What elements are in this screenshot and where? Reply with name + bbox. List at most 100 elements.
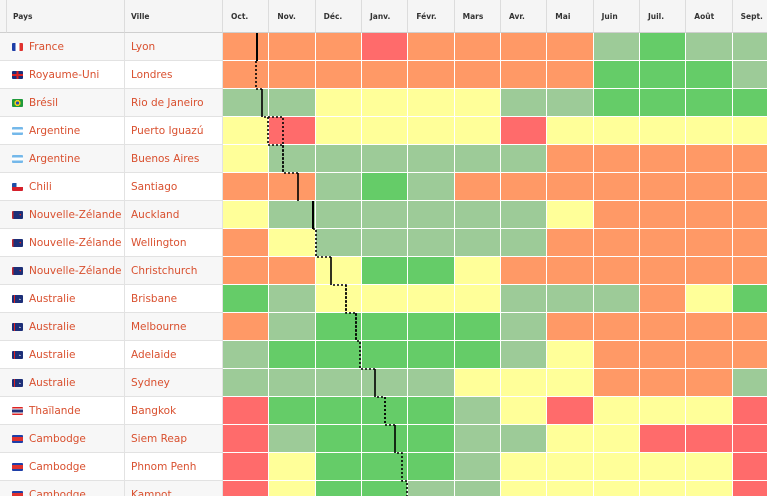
month-cell	[500, 145, 548, 173]
city-cell[interactable]: Lyon	[125, 33, 223, 61]
header-month-0[interactable]: Oct.	[223, 0, 270, 33]
country-cell[interactable]: Australie	[7, 313, 125, 341]
city-cell[interactable]: Wellington	[125, 229, 223, 257]
month-cell	[593, 425, 640, 453]
city-cell[interactable]: Londres	[125, 61, 223, 89]
month-cell	[547, 369, 594, 397]
country-name: Australie	[29, 348, 76, 361]
flag-kh-icon	[12, 434, 23, 443]
city-cell[interactable]: Christchurch	[125, 257, 223, 285]
month-cell	[732, 89, 767, 117]
city-cell[interactable]: Auckland	[125, 201, 223, 229]
country-name: Brésil	[29, 96, 59, 109]
month-cell	[686, 145, 733, 173]
country-cell[interactable]: Cambodge	[7, 453, 125, 481]
country-cell[interactable]: Chili	[7, 173, 125, 201]
month-cell	[686, 369, 733, 397]
country-cell[interactable]: Nouvelle-Zélande	[7, 201, 125, 229]
country-cell[interactable]: Australie	[7, 341, 125, 369]
month-cell	[361, 481, 409, 496]
city-cell[interactable]: Santiago	[125, 173, 223, 201]
city-cell[interactable]: Phnom Penh	[125, 453, 223, 481]
month-cell	[547, 341, 594, 369]
month-cell	[639, 61, 687, 89]
month-cell	[315, 173, 362, 201]
header-month-10[interactable]: Août	[686, 0, 733, 33]
month-cell	[269, 397, 316, 425]
month-cell	[408, 425, 455, 453]
month-cell	[408, 481, 455, 496]
country-cell[interactable]: Nouvelle-Zélande	[7, 229, 125, 257]
header-pad	[0, 0, 7, 33]
header-month-4[interactable]: Févr.	[408, 0, 455, 33]
month-cell	[454, 397, 501, 425]
country-cell[interactable]: Royaume-Uni	[7, 61, 125, 89]
header-month-6[interactable]: Avr.	[500, 0, 548, 33]
month-cell	[408, 341, 455, 369]
country-cell[interactable]: Nouvelle-Zélande	[7, 257, 125, 285]
header-month-8[interactable]: Juin	[593, 0, 640, 33]
country-cell[interactable]: Argentine	[7, 117, 125, 145]
header-month-11[interactable]: Sept.	[732, 0, 767, 33]
month-cell	[686, 89, 733, 117]
month-cell	[547, 173, 594, 201]
month-cell	[361, 33, 409, 61]
header-city[interactable]: Ville	[125, 0, 223, 33]
header-country[interactable]: Pays	[7, 0, 125, 33]
month-cell	[269, 173, 316, 201]
city-cell[interactable]: Melbourne	[125, 313, 223, 341]
country-cell[interactable]: Brésil	[7, 89, 125, 117]
month-cell	[547, 285, 594, 313]
flag-nz-icon	[12, 210, 23, 219]
month-cell	[223, 201, 270, 229]
month-cell	[593, 117, 640, 145]
month-cell	[686, 173, 733, 201]
country-name: Cambodge	[29, 432, 86, 445]
city-cell[interactable]: Adelaide	[125, 341, 223, 369]
city-cell[interactable]: Puerto Iguazú	[125, 117, 223, 145]
country-cell[interactable]: France	[7, 33, 125, 61]
header-month-3[interactable]: Janv.	[361, 0, 409, 33]
month-cell	[593, 61, 640, 89]
month-cell	[547, 481, 594, 496]
month-cell	[454, 173, 501, 201]
month-cell	[500, 481, 548, 496]
city-cell[interactable]: Brisbane	[125, 285, 223, 313]
flag-au-icon	[12, 322, 23, 331]
month-cell	[269, 341, 316, 369]
city-cell[interactable]: Siem Reap	[125, 425, 223, 453]
month-cell	[639, 341, 687, 369]
month-cell	[315, 453, 362, 481]
header-month-2[interactable]: Déc.	[315, 0, 362, 33]
month-cell	[732, 453, 767, 481]
city-cell[interactable]: Buenos Aires	[125, 145, 223, 173]
city-cell[interactable]: Kampot	[125, 481, 223, 496]
month-cell	[315, 201, 362, 229]
country-cell[interactable]: Thaïlande	[7, 397, 125, 425]
month-cell	[454, 117, 501, 145]
city-cell[interactable]: Rio de Janeiro	[125, 89, 223, 117]
month-cell	[269, 369, 316, 397]
header-month-1[interactable]: Nov.	[269, 0, 316, 33]
month-cell	[223, 257, 270, 285]
country-cell[interactable]: Australie	[7, 285, 125, 313]
country-cell[interactable]: Cambodge	[7, 481, 125, 496]
country-cell[interactable]: Cambodge	[7, 425, 125, 453]
header-month-5[interactable]: Mars	[454, 0, 501, 33]
row-pad	[0, 257, 7, 285]
city-cell[interactable]: Bangkok	[125, 397, 223, 425]
month-cell	[315, 285, 362, 313]
header-month-7[interactable]: Mai	[547, 0, 594, 33]
month-cell	[593, 201, 640, 229]
header-month-9[interactable]: Juil.	[639, 0, 687, 33]
country-cell[interactable]: Argentine	[7, 145, 125, 173]
month-cell	[408, 285, 455, 313]
month-cell	[361, 89, 409, 117]
month-cell	[639, 117, 687, 145]
country-cell[interactable]: Australie	[7, 369, 125, 397]
month-cell	[639, 173, 687, 201]
month-cell	[547, 397, 594, 425]
city-cell[interactable]: Sydney	[125, 369, 223, 397]
country-name: Australie	[29, 376, 76, 389]
